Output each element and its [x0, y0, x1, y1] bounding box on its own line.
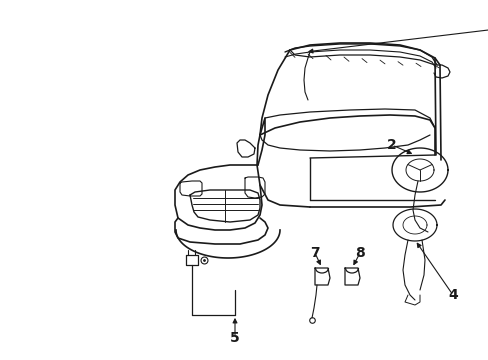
Text: 5: 5 — [230, 331, 240, 345]
Text: 7: 7 — [309, 246, 319, 260]
Text: 8: 8 — [354, 246, 364, 260]
Text: 4: 4 — [447, 288, 457, 302]
Text: 2: 2 — [386, 138, 396, 152]
